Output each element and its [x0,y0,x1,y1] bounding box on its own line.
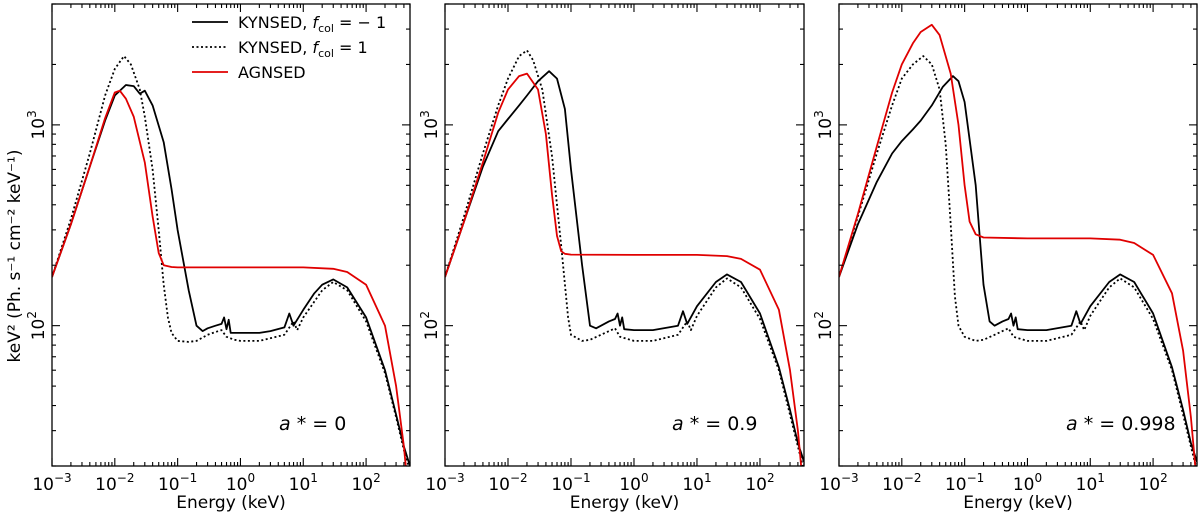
y-tick-label: 102 [812,311,836,340]
panel-3: 10−3 10−2 10−1 100 101 102 102 103 Energy (keV) a… [812,3,1198,513]
x-tick-label: 102 [1138,471,1167,495]
x-tick-label: 101 [682,471,711,495]
x-tick-label: 101 [289,471,318,495]
x-tick-label: 10−1 [945,471,984,495]
x-tick-label: 10−3 [819,471,858,495]
x-axis-title: Energy (keV) [963,493,1073,513]
x-tick-label: 102 [745,471,774,495]
legend: KYNSED, fcol = − 1 KYNSED, fcol = 1 AGNSED [192,13,386,82]
series-line-kynsed-fcol-minus1 [445,70,804,462]
x-tick-label: 10−2 [882,471,921,495]
x-tick-label: 10−3 [425,471,464,495]
x-tick-label: 10−1 [158,471,197,495]
axes-frame [444,3,805,467]
series-group [445,49,804,466]
x-tick-label: 10−2 [95,471,134,495]
x-axis-title: Energy (keV) [570,493,680,513]
panels: 10−3 10−2 10−1 100 101 102 102 103 Energy (keV) a… [25,3,1198,513]
spin-annotation: a * = 0 [279,413,346,435]
series-line-agnsed [445,72,803,466]
x-tick-label: 100 [1013,471,1042,495]
legend-label: KYNSED, fcol = 1 [238,38,368,60]
series-line-agnsed [839,23,1197,466]
x-axis-title: Energy (keV) [176,493,286,513]
panel-2: 10−3 10−2 10−1 100 101 102 102 103 Energy (keV) a… [418,3,805,513]
y-tick-label: 102 [25,311,49,340]
series-line-kynsed-fcol-1 [839,55,1197,466]
y-tick-label: 103 [25,110,49,139]
y-tick-label: 102 [418,311,442,340]
legend-label: KYNSED, fcol = − 1 [238,13,386,35]
panel-1: 10−3 10−2 10−1 100 101 102 102 103 Energy (keV) a… [25,3,411,513]
x-tick-label: 10−1 [551,471,590,495]
series-group [52,55,410,466]
axes-frame [51,3,411,467]
axes-frame [838,3,1198,467]
series-group [839,23,1197,466]
x-tick-label: 100 [619,471,648,495]
y-tick-label: 103 [812,110,836,139]
x-tick-label: 102 [351,471,380,495]
x-tick-label: 10−3 [32,471,71,495]
x-tick-label: 10−2 [488,471,527,495]
series-line-kynsed-fcol-minus1 [839,75,1197,462]
spin-annotation: a * = 0.9 [672,413,757,435]
series-line-kynsed-fcol-1 [52,55,410,466]
series-line-agnsed [52,89,407,466]
x-tick-label: 100 [226,471,255,495]
y-axis-title: keV² (Ph. s⁻¹ cm⁻² keV⁻¹) [5,150,25,363]
x-tick-label: 101 [1076,471,1105,495]
series-line-kynsed-fcol-1 [445,49,804,466]
y-tick-label: 103 [418,110,442,139]
spin-annotation: a * = 0.998 [1066,413,1176,435]
legend-label: AGNSED [238,63,306,82]
series-line-kynsed-fcol-minus1 [52,84,410,466]
